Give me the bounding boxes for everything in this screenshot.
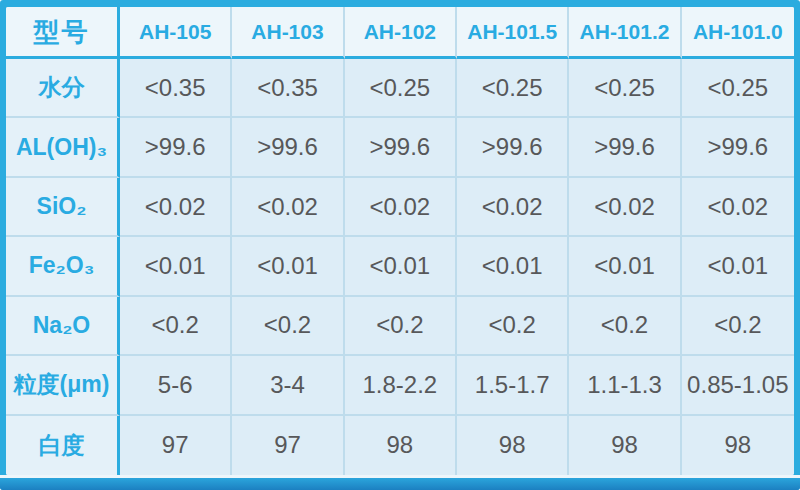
header-cell-AH-102: AH-102 (345, 7, 457, 59)
data-cell: <0.01 (457, 237, 569, 296)
data-cell: 0.85-1.05 (682, 356, 794, 415)
data-cell: <0.2 (345, 297, 457, 356)
data-cell: <0.02 (232, 178, 344, 237)
header-cell-AH-103: AH-103 (232, 7, 344, 59)
data-cell: 98 (682, 416, 794, 475)
data-cell: <0.01 (682, 237, 794, 296)
data-cell: >99.6 (569, 118, 681, 177)
data-cell: 1.1-1.3 (569, 356, 681, 415)
row-label: SiO₂ (6, 178, 120, 237)
row-label: 粒度(μm) (6, 356, 120, 415)
row-label: Na₂O (6, 297, 120, 356)
data-cell: 1.8-2.2 (345, 356, 457, 415)
data-cell: 97 (120, 416, 232, 475)
data-cell: 98 (457, 416, 569, 475)
header-cell-AH-101.0: AH-101.0 (682, 7, 794, 59)
data-cell: >99.6 (682, 118, 794, 177)
data-cell: <0.2 (232, 297, 344, 356)
row-label: 水分 (6, 59, 120, 118)
bottom-accent-bar (0, 478, 800, 490)
data-cell: <0.2 (120, 297, 232, 356)
product-spec-table: 型号AH-105AH-103AH-102AH-101.5AH-101.2AH-1… (6, 7, 794, 475)
header-cell-AH-105: AH-105 (120, 7, 232, 59)
data-cell: <0.02 (345, 178, 457, 237)
data-cell: <0.25 (345, 59, 457, 118)
data-cell: 1.5-1.7 (457, 356, 569, 415)
data-cell: <0.02 (569, 178, 681, 237)
header-cell-AH-101.5: AH-101.5 (457, 7, 569, 59)
data-cell: <0.01 (232, 237, 344, 296)
data-cell: 98 (569, 416, 681, 475)
data-cell: >99.6 (120, 118, 232, 177)
row-label: AL(OH)₃ (6, 118, 120, 177)
data-cell: <0.25 (569, 59, 681, 118)
data-cell: <0.25 (682, 59, 794, 118)
data-cell: <0.02 (457, 178, 569, 237)
data-cell: <0.01 (120, 237, 232, 296)
data-cell: <0.2 (682, 297, 794, 356)
data-cell: <0.02 (682, 178, 794, 237)
data-cell: <0.01 (345, 237, 457, 296)
data-cell: >99.6 (345, 118, 457, 177)
row-label: 白度 (6, 416, 120, 475)
data-cell: <0.02 (120, 178, 232, 237)
data-cell: <0.35 (120, 59, 232, 118)
data-cell: >99.6 (232, 118, 344, 177)
data-cell: <0.25 (457, 59, 569, 118)
data-cell: >99.6 (457, 118, 569, 177)
header-cell-AH-101.2: AH-101.2 (569, 7, 681, 59)
data-cell: <0.35 (232, 59, 344, 118)
row-label: Fe₂O₃ (6, 237, 120, 296)
product-spec-table-frame: 型号AH-105AH-103AH-102AH-101.5AH-101.2AH-1… (0, 0, 800, 490)
data-cell: 3-4 (232, 356, 344, 415)
data-cell: <0.2 (457, 297, 569, 356)
header-cell-model: 型号 (6, 7, 120, 59)
data-cell: <0.2 (569, 297, 681, 356)
data-cell: 98 (345, 416, 457, 475)
data-cell: 5-6 (120, 356, 232, 415)
data-cell: <0.01 (569, 237, 681, 296)
data-cell: 97 (232, 416, 344, 475)
